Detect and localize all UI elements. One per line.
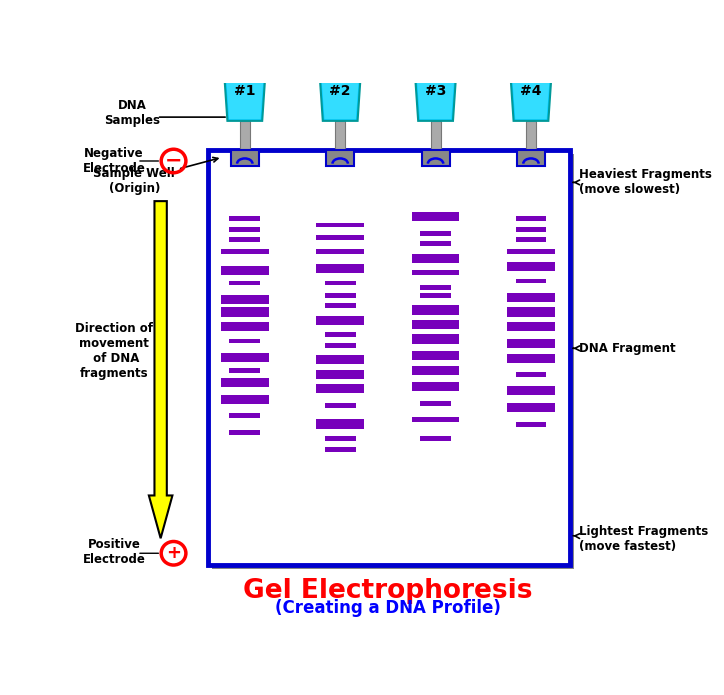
Bar [325, 343, 355, 348]
Bar [316, 250, 364, 254]
Bar [515, 237, 547, 242]
Bar [230, 237, 260, 242]
Bar [515, 216, 547, 221]
Bar [326, 150, 354, 166]
Polygon shape [319, 67, 361, 121]
Bar [316, 384, 364, 393]
Polygon shape [510, 67, 552, 121]
Bar [412, 212, 460, 221]
Text: Negative
Electrode: Negative Electrode [83, 147, 146, 175]
Bar [515, 423, 547, 427]
Bar [240, 121, 250, 149]
Polygon shape [512, 69, 550, 120]
Bar [526, 121, 536, 149]
Bar [517, 150, 545, 166]
Bar [325, 403, 355, 408]
Bar [325, 304, 355, 308]
Text: DNA
Samples: DNA Samples [104, 99, 161, 126]
Text: −: − [165, 150, 182, 170]
Bar [412, 366, 460, 375]
Bar [507, 338, 555, 348]
Bar [221, 250, 269, 254]
Text: Lightest Fragments
(move fastest): Lightest Fragments (move fastest) [573, 525, 708, 553]
Bar [507, 262, 555, 271]
Bar [209, 150, 571, 565]
Bar [420, 285, 451, 290]
Bar [316, 235, 364, 240]
Bar [515, 227, 547, 231]
Bar [230, 281, 260, 286]
Bar [316, 222, 364, 227]
Bar [316, 355, 364, 364]
Bar [325, 293, 355, 298]
Bar [412, 418, 460, 423]
Bar [221, 266, 269, 275]
Bar [325, 332, 355, 337]
Bar [231, 150, 259, 166]
Bar [507, 293, 555, 302]
Bar [515, 279, 547, 284]
Text: (Creating a DNA Profile): (Creating a DNA Profile) [275, 599, 501, 617]
Bar [316, 316, 364, 325]
Bar [412, 254, 460, 263]
Text: #2: #2 [329, 84, 351, 99]
Text: Gel Electrophoresis: Gel Electrophoresis [243, 578, 533, 604]
Text: Heaviest Fragments
(move slowest): Heaviest Fragments (move slowest) [573, 168, 712, 197]
Bar [412, 382, 460, 391]
Text: +: + [166, 544, 181, 562]
Bar [412, 305, 460, 315]
Bar [420, 241, 451, 246]
Bar [515, 372, 547, 377]
Text: DNA Fragment: DNA Fragment [573, 342, 675, 355]
Bar [230, 216, 260, 221]
Bar [421, 150, 450, 166]
Polygon shape [415, 67, 457, 121]
Bar [212, 154, 574, 569]
Bar [420, 436, 451, 441]
Bar [316, 420, 364, 429]
Bar [412, 270, 460, 275]
Bar [230, 338, 260, 343]
Bar [230, 414, 260, 418]
Bar [221, 322, 269, 331]
Bar [230, 430, 260, 435]
Bar [412, 334, 460, 343]
Bar [316, 370, 364, 379]
Bar [412, 351, 460, 360]
Text: Direction of
movement
 of DNA
fragments: Direction of movement of DNA fragments [75, 322, 153, 380]
Polygon shape [149, 201, 172, 538]
Polygon shape [224, 67, 266, 121]
Text: Positive
Electrode: Positive Electrode [83, 538, 146, 566]
Text: #4: #4 [521, 84, 542, 99]
Text: #3: #3 [425, 84, 446, 99]
Bar [221, 307, 269, 317]
Bar [335, 121, 345, 149]
Bar [325, 448, 355, 452]
Bar [507, 322, 555, 331]
Text: #1: #1 [234, 84, 256, 99]
Bar [507, 386, 555, 395]
Bar [325, 436, 355, 441]
Bar [412, 320, 460, 329]
Bar [507, 403, 555, 412]
Bar [221, 353, 269, 362]
Bar [507, 354, 555, 363]
Polygon shape [416, 69, 455, 120]
Polygon shape [321, 69, 360, 120]
Bar [507, 250, 555, 254]
Polygon shape [225, 69, 264, 120]
Text: Sample Well
(Origin): Sample Well (Origin) [93, 157, 218, 195]
Bar [507, 307, 555, 317]
Bar [420, 293, 451, 298]
Bar [221, 378, 269, 387]
Bar [420, 231, 451, 236]
Bar [420, 401, 451, 406]
Bar [316, 264, 364, 273]
Bar [230, 368, 260, 373]
Bar [230, 227, 260, 231]
Bar [325, 281, 355, 286]
Bar [221, 295, 269, 304]
Bar [431, 121, 441, 149]
Bar [221, 395, 269, 404]
